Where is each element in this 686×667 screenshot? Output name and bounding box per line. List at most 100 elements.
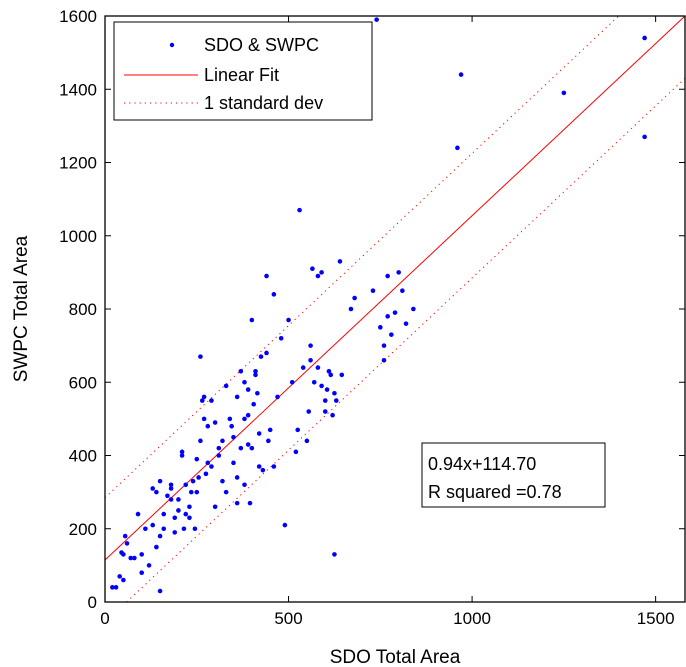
- data-point-38: [187, 504, 192, 509]
- data-point-10: [136, 512, 141, 517]
- data-point-132: [385, 314, 390, 319]
- data-point-100: [294, 450, 299, 455]
- fit-annotation: 0.94x+114.70 R squared =0.78: [422, 443, 605, 507]
- data-point-43: [194, 490, 199, 495]
- data-point-63: [228, 417, 233, 422]
- data-point-137: [400, 288, 405, 293]
- data-point-81: [251, 402, 256, 407]
- data-point-85: [257, 464, 262, 469]
- data-point-68: [235, 475, 240, 480]
- data-point-2: [117, 574, 122, 579]
- y-tick-label-3: 600: [69, 373, 97, 392]
- data-point-118: [328, 373, 333, 378]
- data-point-97: [283, 523, 288, 528]
- data-point-26: [169, 497, 174, 502]
- data-point-31: [176, 508, 181, 513]
- data-point-7: [125, 541, 130, 546]
- data-point-69: [235, 501, 240, 506]
- data-point-90: [264, 351, 269, 356]
- data-point-95: [275, 395, 280, 400]
- data-point-57: [216, 446, 221, 451]
- data-point-46: [198, 439, 203, 444]
- data-point-37: [187, 515, 192, 520]
- data-point-50: [204, 472, 209, 477]
- data-point-74: [242, 417, 247, 422]
- y-tick-label-4: 800: [69, 300, 97, 319]
- data-point-41: [193, 526, 198, 531]
- data-point-107: [308, 343, 313, 348]
- data-point-114: [323, 398, 328, 403]
- x-tick-label-3: 1500: [637, 609, 675, 628]
- data-point-16: [150, 486, 155, 491]
- data-point-71: [239, 446, 244, 451]
- data-point-39: [189, 490, 194, 495]
- data-point-79: [250, 446, 255, 451]
- data-point-121: [332, 391, 337, 396]
- annotation-r-squared: R squared =0.78: [428, 482, 562, 502]
- data-point-48: [202, 395, 207, 400]
- data-point-40: [191, 479, 196, 484]
- data-point-111: [316, 274, 321, 279]
- data-point-130: [382, 358, 387, 363]
- data-point-92: [268, 428, 273, 433]
- data-point-106: [308, 358, 313, 363]
- data-point-9: [132, 556, 137, 561]
- data-point-94: [272, 464, 277, 469]
- data-point-83: [253, 369, 258, 374]
- legend-label-stddev: 1 standard dev: [204, 93, 323, 113]
- data-point-80: [250, 318, 255, 323]
- data-point-105: [306, 409, 311, 414]
- data-point-93: [272, 292, 277, 297]
- data-point-104: [305, 439, 310, 444]
- data-point-96: [279, 336, 284, 341]
- x-axis-title: SDO Total Area: [330, 647, 461, 667]
- data-point-13: [143, 526, 148, 531]
- data-point-61: [224, 490, 229, 495]
- data-point-17: [154, 545, 159, 550]
- data-point-141: [459, 72, 464, 77]
- data-point-119: [330, 413, 335, 418]
- data-point-33: [180, 450, 185, 455]
- data-point-28: [172, 515, 177, 520]
- data-point-14: [147, 563, 152, 568]
- data-point-23: [161, 526, 166, 531]
- data-point-98: [286, 318, 291, 323]
- data-point-5: [121, 552, 126, 557]
- data-point-126: [352, 296, 357, 301]
- data-point-22: [158, 589, 163, 594]
- y-tick-label-7: 1400: [59, 80, 97, 99]
- data-point-27: [169, 483, 174, 488]
- data-point-11: [139, 570, 144, 575]
- data-point-4: [121, 578, 126, 583]
- data-point-70: [239, 369, 244, 374]
- data-point-127: [371, 288, 376, 293]
- data-point-44: [196, 475, 201, 480]
- data-point-24: [165, 493, 170, 498]
- data-point-103: [301, 365, 306, 370]
- x-tick-label-1: 500: [274, 609, 302, 628]
- data-point-36: [183, 512, 188, 517]
- data-point-89: [264, 274, 269, 279]
- data-point-113: [319, 384, 324, 389]
- data-point-143: [642, 36, 647, 41]
- data-point-15: [150, 523, 155, 528]
- y-tick-label-0: 0: [88, 593, 97, 612]
- data-point-67: [235, 395, 240, 400]
- data-point-53: [209, 464, 214, 469]
- data-point-136: [396, 270, 401, 275]
- data-point-124: [339, 373, 344, 378]
- data-point-20: [158, 534, 163, 539]
- y-tick-label-6: 1200: [59, 154, 97, 173]
- stddev-line-lower: [127, 78, 685, 602]
- data-point-30: [176, 497, 181, 502]
- data-point-75: [246, 442, 251, 447]
- legend: SDO & SWPC Linear Fit 1 standard dev: [114, 22, 372, 120]
- annotation-equation: 0.94x+114.70: [428, 454, 536, 474]
- data-point-99: [290, 380, 295, 385]
- data-point-34: [182, 526, 187, 531]
- data-point-142: [562, 91, 567, 96]
- data-point-18: [154, 490, 159, 495]
- data-point-112: [319, 270, 324, 275]
- data-point-116: [325, 387, 330, 392]
